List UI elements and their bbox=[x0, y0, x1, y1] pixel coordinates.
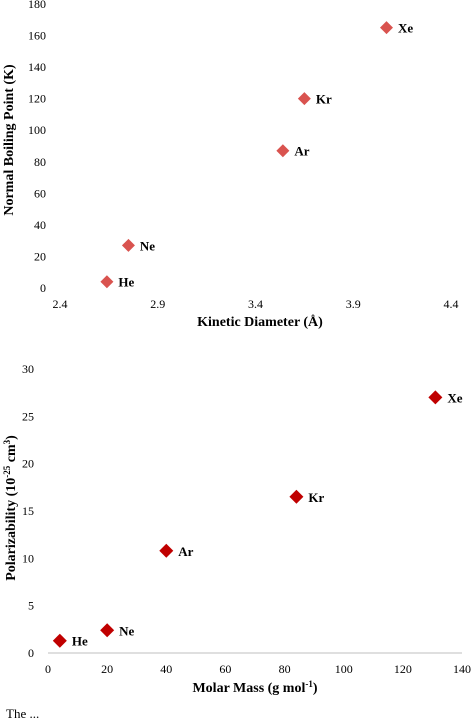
y-tick-label: 15 bbox=[22, 504, 34, 518]
data-points: He Ne Ar Kr Xe bbox=[100, 21, 413, 290]
y-tick-label: 0 bbox=[28, 646, 34, 660]
point-label-ar: Ar bbox=[178, 544, 193, 559]
data-point-kr bbox=[289, 489, 304, 504]
y-axis-title: Normal Boiling Point (K) bbox=[2, 64, 17, 216]
point-label-kr: Kr bbox=[308, 490, 324, 505]
point-label-he: He bbox=[118, 275, 134, 290]
y-tick-labels: 0 20 40 60 80 100 120 140 160 180 bbox=[28, 0, 46, 295]
x-tick-label: 3.9 bbox=[346, 297, 361, 311]
y-tick-label: 60 bbox=[34, 186, 46, 200]
data-point-xe bbox=[379, 21, 393, 35]
x-tick-label: 120 bbox=[394, 662, 412, 676]
x-tick-label: 3.4 bbox=[248, 297, 263, 311]
y-tick-label: 5 bbox=[28, 599, 34, 613]
data-point-ne bbox=[121, 238, 135, 252]
data-points: He Ne Ar Kr Xe bbox=[52, 390, 463, 649]
y-tick-label: 20 bbox=[22, 457, 34, 471]
x-tick-label: 60 bbox=[219, 662, 231, 676]
point-label-ne: Ne bbox=[140, 238, 155, 253]
point-label-kr: Kr bbox=[316, 92, 332, 107]
y-tick-label: 180 bbox=[28, 0, 46, 11]
chart-polarizability: 0 5 10 15 20 25 30 0 20 40 60 80 100 120 140 He Ne Ar Kr… bbox=[2, 362, 471, 696]
y-tick-label: 20 bbox=[34, 249, 46, 263]
x-tick-label: 0 bbox=[45, 662, 51, 676]
y-tick-label: 80 bbox=[34, 155, 46, 169]
x-tick-labels: 2.4 2.9 3.4 3.9 4.4 bbox=[53, 297, 459, 311]
x-tick-label: 40 bbox=[160, 662, 172, 676]
x-tick-label: 80 bbox=[279, 662, 291, 676]
x-tick-label: 2.9 bbox=[150, 297, 165, 311]
y-tick-label: 100 bbox=[28, 123, 46, 137]
y-tick-label: 160 bbox=[28, 29, 46, 43]
y-tick-labels: 0 5 10 15 20 25 30 bbox=[22, 362, 34, 660]
x-tick-label: 20 bbox=[101, 662, 113, 676]
x-tick-label: 2.4 bbox=[53, 297, 68, 311]
y-tick-label: 40 bbox=[34, 218, 46, 232]
data-point-ne bbox=[100, 623, 115, 638]
point-label-xe: Xe bbox=[447, 390, 462, 405]
data-point-xe bbox=[428, 390, 443, 405]
point-label-ne: Ne bbox=[119, 623, 134, 638]
point-label-xe: Xe bbox=[398, 21, 413, 36]
point-label-ar: Ar bbox=[294, 144, 309, 159]
data-point-he bbox=[52, 633, 67, 648]
y-tick-label: 25 bbox=[22, 409, 34, 423]
x-tick-label: 140 bbox=[453, 662, 471, 676]
data-point-he bbox=[100, 275, 114, 289]
figure-caption: The ... bbox=[0, 706, 474, 720]
x-tick-label: 4.4 bbox=[444, 297, 459, 311]
y-tick-label: 0 bbox=[40, 281, 46, 295]
data-point-ar bbox=[276, 144, 290, 158]
y-axis-title: Polarizability (10-25 cm3) bbox=[2, 435, 19, 581]
chart-boiling-point: 0 20 40 60 80 100 120 140 160 180 2.4 2.9 3.4 3.9 4.4… bbox=[2, 0, 459, 330]
y-tick-label: 140 bbox=[28, 60, 46, 74]
data-point-ar bbox=[159, 543, 174, 558]
y-tick-label: 30 bbox=[22, 362, 34, 376]
data-point-kr bbox=[297, 92, 311, 106]
point-label-he: He bbox=[72, 634, 88, 649]
x-axis-title: Molar Mass (g mol-1) bbox=[192, 679, 317, 696]
y-tick-label: 10 bbox=[22, 551, 34, 565]
x-tick-labels: 0 20 40 60 80 100 120 140 bbox=[45, 662, 471, 676]
x-axis-title: Kinetic Diameter (Å) bbox=[197, 314, 323, 330]
caption-text: The ... bbox=[6, 706, 40, 720]
x-tick-label: 100 bbox=[335, 662, 353, 676]
y-tick-label: 120 bbox=[28, 92, 46, 106]
